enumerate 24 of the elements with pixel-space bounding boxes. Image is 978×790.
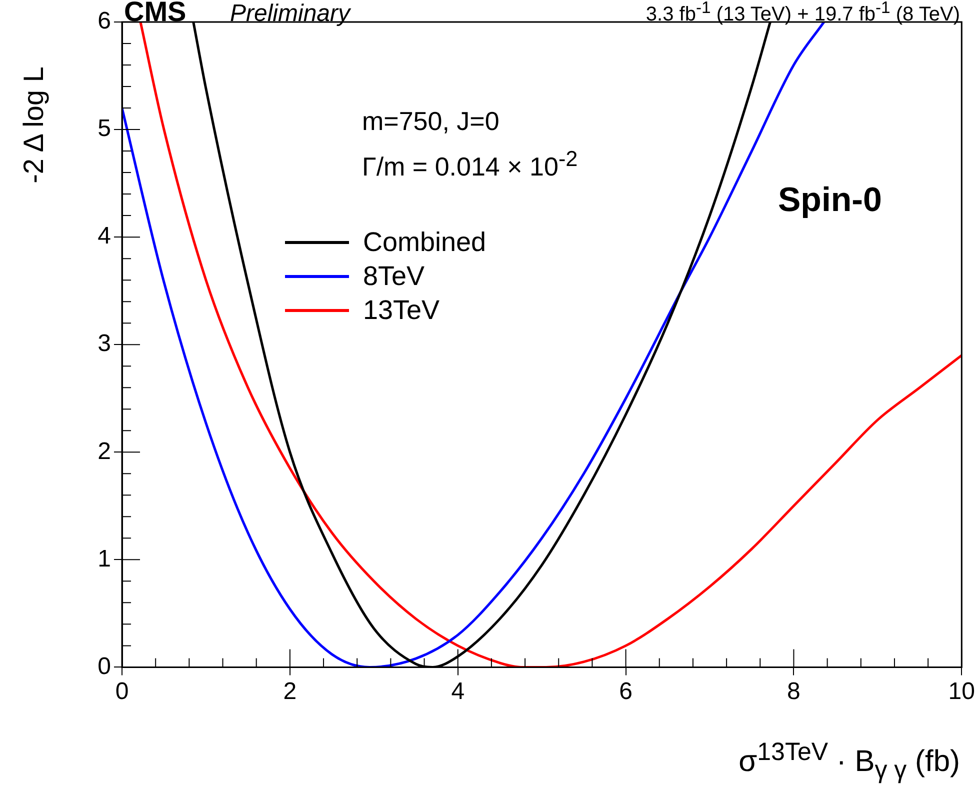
chart-title: CMS — [124, 0, 186, 27]
x-tick-label: 0 — [115, 678, 129, 706]
x-tick-label: 10 — [948, 678, 976, 706]
annotation: Γ/m = 0.014 × 10$^{-2}$ — [362, 146, 578, 182]
x-tick-label: 8 — [787, 678, 800, 706]
annotation: Spin-0 — [778, 181, 882, 219]
x-tick-label: 6 — [619, 678, 632, 706]
y-tick-label: 4 — [98, 222, 111, 250]
x-tick-label: 4 — [451, 678, 465, 706]
legend-label: 13TeV — [363, 294, 440, 324]
y-tick-label: 1 — [98, 545, 111, 572]
y-axis-title: -2 Δ log L — [18, 66, 49, 184]
y-tick-label: 5 — [98, 115, 111, 142]
x-axis-title: σ$^{13TeV}$ · B$_{γ γ}$ (fb) — [738, 738, 960, 784]
annotation: 3.3 fb$^{-1}$ (13 TeV) + 19.7 fb$^{-1}$ (8 TeV) — [646, 0, 960, 26]
legend-label: 8TeV — [363, 260, 425, 290]
y-tick-label: 0 — [98, 652, 111, 680]
chart-subtitle: Preliminary — [230, 0, 350, 27]
y-tick-label: 3 — [98, 330, 111, 358]
legend-label: Combined — [363, 226, 486, 256]
annotation: m=750, J=0 — [362, 106, 500, 136]
x-tick-label: 2 — [283, 678, 297, 706]
y-tick-label: 6 — [98, 8, 111, 35]
y-tick-label: 2 — [98, 438, 111, 465]
